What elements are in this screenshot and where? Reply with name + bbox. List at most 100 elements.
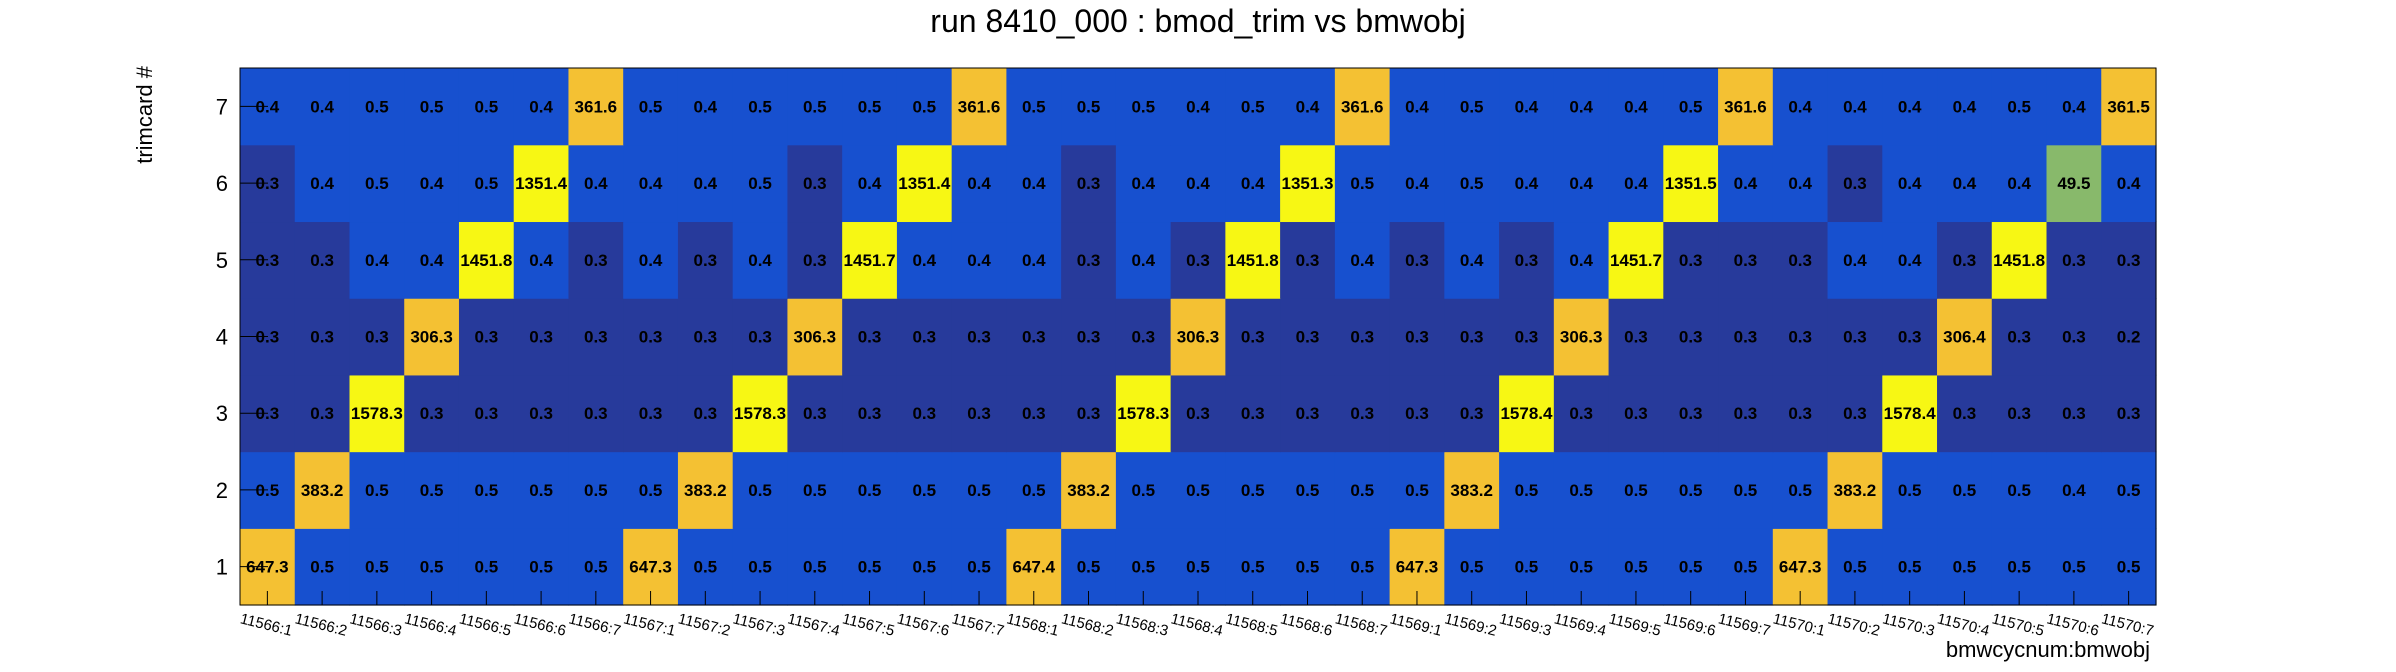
heatmap-cell [294,68,351,146]
cell-value-label: 306.3 [1177,328,1220,347]
x-tick-label: 11570:3 [1881,610,1937,639]
cell-value-label: 0.5 [693,558,717,577]
cell-value-label: 0.5 [1569,558,1593,577]
heatmap-cell [1225,451,1281,529]
cell-value-label: 0.4 [1788,174,1812,193]
cell-value-label: 1451.8 [1993,251,2045,270]
cell-value-label: 0.5 [1460,558,1484,577]
cell-value-label: 0.3 [912,404,936,423]
heatmap-cell [1718,374,1774,453]
cell-value-label: 0.5 [967,481,991,500]
x-tick-label: 11568:3 [1114,610,1170,639]
heatmap-cell [677,68,734,146]
cell-value-label: 0.5 [475,558,499,577]
heatmap-cell [1280,374,1336,453]
heatmap-cell [1115,221,1172,299]
x-tick-label: 11568:4 [1169,610,1225,639]
x-tick-label: 11566:4 [403,610,459,639]
cell-value-label: 0.4 [1788,97,1812,116]
cell-value-label: 0.3 [529,328,553,347]
cell-value-label: 0.4 [1624,97,1648,116]
heatmap-cell [2046,68,2102,146]
cell-value-label: 0.5 [748,481,772,500]
cell-value-label: 0.5 [1898,481,1922,500]
x-tick-label: 11570:2 [1826,610,1882,639]
x-tick-label: 11568:1 [1005,610,1061,639]
heatmap-cell [1937,144,1993,223]
cell-value-label: 0.3 [1405,328,1429,347]
cell-value-label: 0.5 [803,481,827,500]
heatmap-cell [1389,144,1445,223]
cell-value-label: 0.3 [967,328,991,347]
cell-value-label: 0.3 [639,328,663,347]
cell-value-label: 0.5 [1350,174,1374,193]
cell-value-label: 0.5 [2007,97,2031,116]
y-axis-title: trimcard # [132,65,157,164]
heatmap-cell [732,451,789,529]
heatmap-cell [1499,68,1555,146]
cell-value-label: 0.4 [1569,97,1593,116]
cell-value-label: 0.4 [1953,174,1977,193]
heatmap-cell [458,68,515,146]
heatmap-cell [1827,144,1883,223]
cell-value-label: 0.5 [1843,558,1867,577]
heatmap-cell [458,451,515,529]
heatmap-cell [1389,221,1445,299]
cell-value-label: 0.5 [1186,558,1210,577]
heatmap-cell [842,68,898,146]
cell-value-label: 0.5 [1077,97,1101,116]
cell-value-label: 0.4 [1898,174,1922,193]
cell-value-label: 0.3 [912,328,936,347]
cell-value-label: 0.3 [1022,404,1046,423]
cell-value-label: 0.3 [1296,404,1320,423]
cell-value-label: 0.4 [2117,174,2141,193]
cell-value-label: 0.4 [1734,174,1758,193]
x-tick-label: 11566:1 [238,610,294,639]
heatmap-cell [2101,451,2157,529]
cell-value-label: 306.3 [794,328,837,347]
heatmap-cell [1280,298,1336,376]
cell-value-label: 0.5 [529,481,553,500]
heatmap-cell [1772,68,1829,146]
cell-value-label: 0.4 [1624,174,1648,193]
x-tick-label: 11568:2 [1060,610,1116,639]
heatmap-cell [1553,144,1610,223]
cell-value-label: 0.5 [748,558,772,577]
cell-value-label: 0.3 [1953,251,1977,270]
heatmap-cell [1115,144,1172,223]
heatmap-cell [513,374,570,453]
cell-value-label: 0.5 [1734,558,1758,577]
cell-value-label: 0.5 [748,174,772,193]
cell-value-label: 0.3 [1460,404,1484,423]
heatmap-cell [1115,374,1172,453]
cell-value-label: 0.5 [1788,481,1812,500]
cell-value-label: 0.5 [1515,481,1539,500]
cell-value-label: 0.3 [2062,404,2086,423]
cell-value-label: 0.4 [748,251,772,270]
heatmap-cell [732,144,789,223]
heatmap-cell [842,374,898,453]
cell-value-label: 0.3 [1350,404,1374,423]
cell-value-label: 0.5 [2062,558,2086,577]
cell-value-label: 306.3 [410,328,453,347]
heatmap-cell [1225,374,1281,453]
heatmap-cell [677,221,734,299]
cell-value-label: 0.4 [1460,251,1484,270]
cell-value-label: 383.2 [1834,481,1877,500]
cell-value-label: 0.5 [2007,558,2031,577]
cell-value-label: 383.2 [1450,481,1493,500]
heatmap-cell [1006,298,1062,376]
heatmap-cell [623,144,679,223]
cell-value-label: 361.6 [1341,97,1384,116]
x-tick-label: 11566:5 [457,610,513,639]
cell-value-label: 0.5 [475,481,499,500]
heatmap-cell [1718,221,1774,299]
cell-value-label: 0.3 [529,404,553,423]
cell-value-label: 647.4 [1012,558,1055,577]
cell-value-label: 0.4 [310,97,334,116]
heatmap-cell [1718,451,1774,529]
cell-value-label: 0.5 [1515,558,1539,577]
cell-value-label: 0.5 [1898,558,1922,577]
cell-value-label: 0.4 [639,174,663,193]
x-tick-label: 11570:6 [2045,610,2101,639]
